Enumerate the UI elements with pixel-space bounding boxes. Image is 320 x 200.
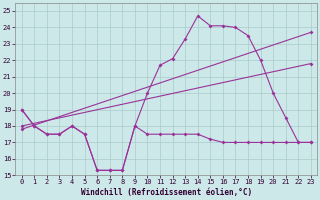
X-axis label: Windchill (Refroidissement éolien,°C): Windchill (Refroidissement éolien,°C) [81,188,252,197]
